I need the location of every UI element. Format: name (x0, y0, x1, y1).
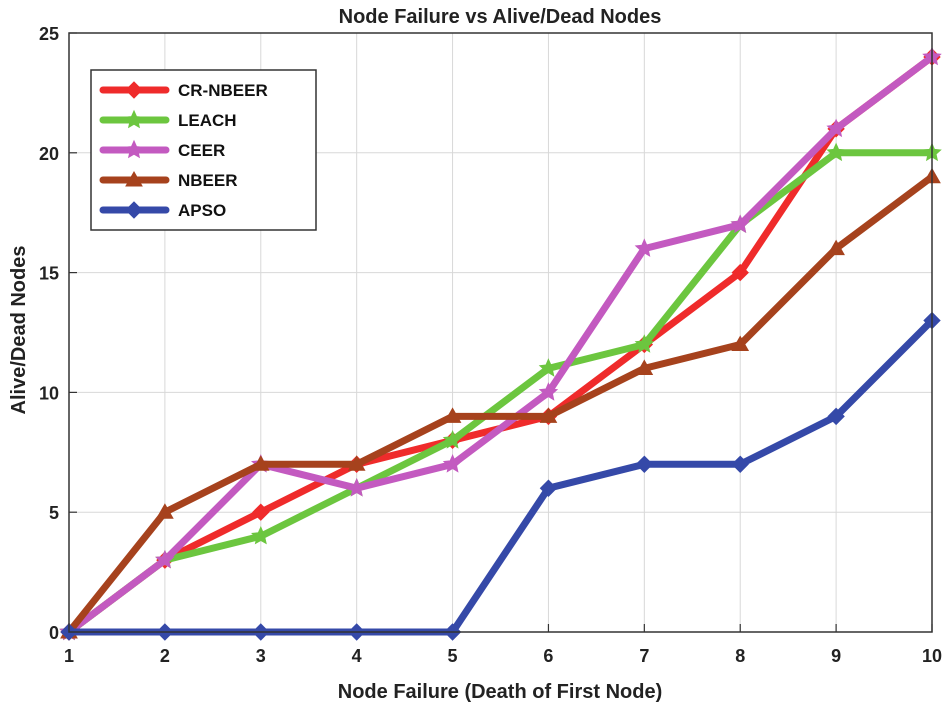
data-point (635, 455, 654, 473)
data-point (731, 455, 749, 473)
y-axis-label: Alive/Dead Nodes (8, 246, 30, 415)
x-tick-label: 4 (352, 646, 362, 666)
y-tick-label: 15 (39, 264, 59, 284)
legend-label: APSO (178, 201, 226, 220)
legend-entry: LEACH (99, 109, 237, 130)
y-tick-label: 20 (39, 144, 59, 164)
data-point (827, 239, 845, 256)
data-point (731, 335, 750, 351)
legend-marker (124, 109, 144, 129)
data-point (442, 430, 463, 449)
series-line (65, 173, 936, 636)
data-point (730, 214, 750, 234)
data-point (634, 334, 655, 353)
x-tick-label: 5 (448, 646, 458, 666)
data-point (442, 454, 463, 473)
legend-marker (125, 170, 143, 187)
data-point (539, 479, 558, 497)
x-tick-label: 1 (64, 646, 74, 666)
data-point (826, 118, 846, 138)
x-tick-label: 8 (735, 646, 745, 666)
legend: CR-NBEER LEACH CEER NBEER APSO (90, 69, 317, 231)
legend-entry: CR-NBEER (99, 81, 268, 100)
data-point (731, 263, 749, 282)
legend-label: LEACH (178, 111, 237, 130)
data-point (155, 549, 175, 569)
legend-label: CEER (178, 141, 225, 160)
series-line (65, 317, 936, 636)
legend-marker (124, 139, 144, 159)
legend-marker (125, 81, 143, 99)
series-line (65, 53, 936, 636)
legend-label: NBEER (178, 171, 238, 190)
legend-entry: NBEER (99, 170, 238, 190)
series-apso (60, 311, 941, 641)
data-point (539, 407, 558, 423)
y-tick-label: 25 (39, 24, 59, 44)
data-point (538, 358, 559, 377)
series-line (65, 149, 936, 636)
data-point (251, 455, 270, 471)
data-point (826, 142, 846, 162)
tick-labels: 1 2 3 4 5 6 7 8 9 10 0 5 10 15 20 25 (39, 24, 942, 666)
y-tick-label: 10 (39, 383, 59, 403)
legend-label: CR-NBEER (178, 81, 268, 100)
x-tick-label: 3 (256, 646, 266, 666)
data-point (634, 238, 655, 257)
legend-marker (125, 201, 143, 219)
series-ceer (59, 46, 942, 641)
x-tick-label: 2 (160, 646, 170, 666)
plot-frame (68, 32, 933, 633)
x-axis-label: Node Failure (Death of First Node) (338, 681, 662, 703)
data-point (827, 407, 845, 426)
x-tick-label: 9 (831, 646, 841, 666)
y-tick-label: 0 (49, 623, 59, 643)
x-tick-label: 7 (639, 646, 649, 666)
data-point (347, 455, 366, 471)
data-point (156, 503, 174, 519)
data-point (635, 359, 654, 375)
x-tick-label: 6 (543, 646, 553, 666)
data-point (251, 525, 271, 545)
chart-title: Node Failure vs Alive/Dead Nodes (339, 6, 662, 28)
legend-entry: CEER (99, 139, 225, 160)
data-point (252, 503, 270, 521)
data-point (538, 382, 559, 401)
y-tick-label: 5 (49, 503, 59, 523)
plot-series (59, 46, 942, 641)
data-point (443, 407, 462, 423)
x-tick-label: 10 (922, 646, 942, 666)
legend-entry: APSO (99, 201, 226, 220)
data-point (346, 477, 367, 497)
